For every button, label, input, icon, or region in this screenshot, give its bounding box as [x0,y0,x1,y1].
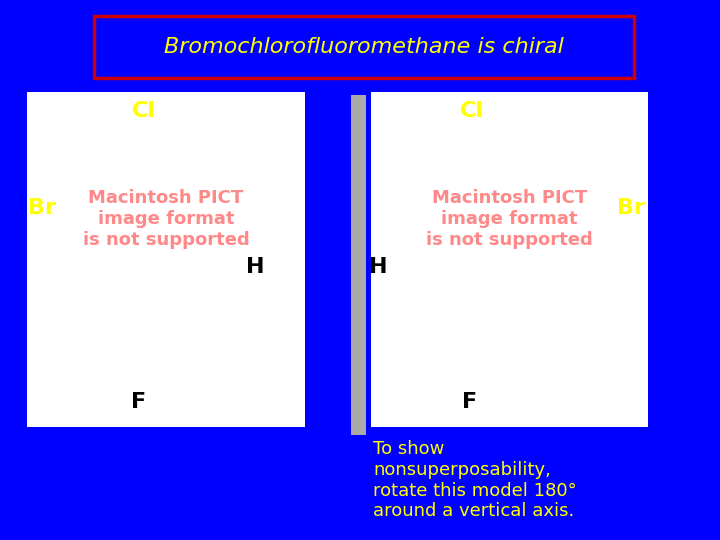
Text: Cl: Cl [132,100,156,121]
Bar [371,92,648,427]
Text: H: H [369,257,387,278]
Text: H: H [246,257,265,278]
Bar [94,16,634,78]
Text: Cl: Cl [459,100,484,121]
Text: Bromochlorofluoromethane is chiral: Bromochlorofluoromethane is chiral [163,37,564,57]
Text: F: F [131,392,147,413]
Text: F: F [462,392,477,413]
Text: To show
nonsuperposability,
rotate this model 180°
around a vertical axis.: To show nonsuperposability, rotate this … [373,440,577,521]
Text: Br: Br [28,198,55,218]
Text: Br: Br [617,198,644,218]
Bar [27,92,305,427]
Bar [351,94,366,435]
Text: Macintosh PICT
image format
is not supported: Macintosh PICT image format is not suppo… [426,189,593,249]
Text: Macintosh PICT
image format
is not supported: Macintosh PICT image format is not suppo… [83,189,249,249]
